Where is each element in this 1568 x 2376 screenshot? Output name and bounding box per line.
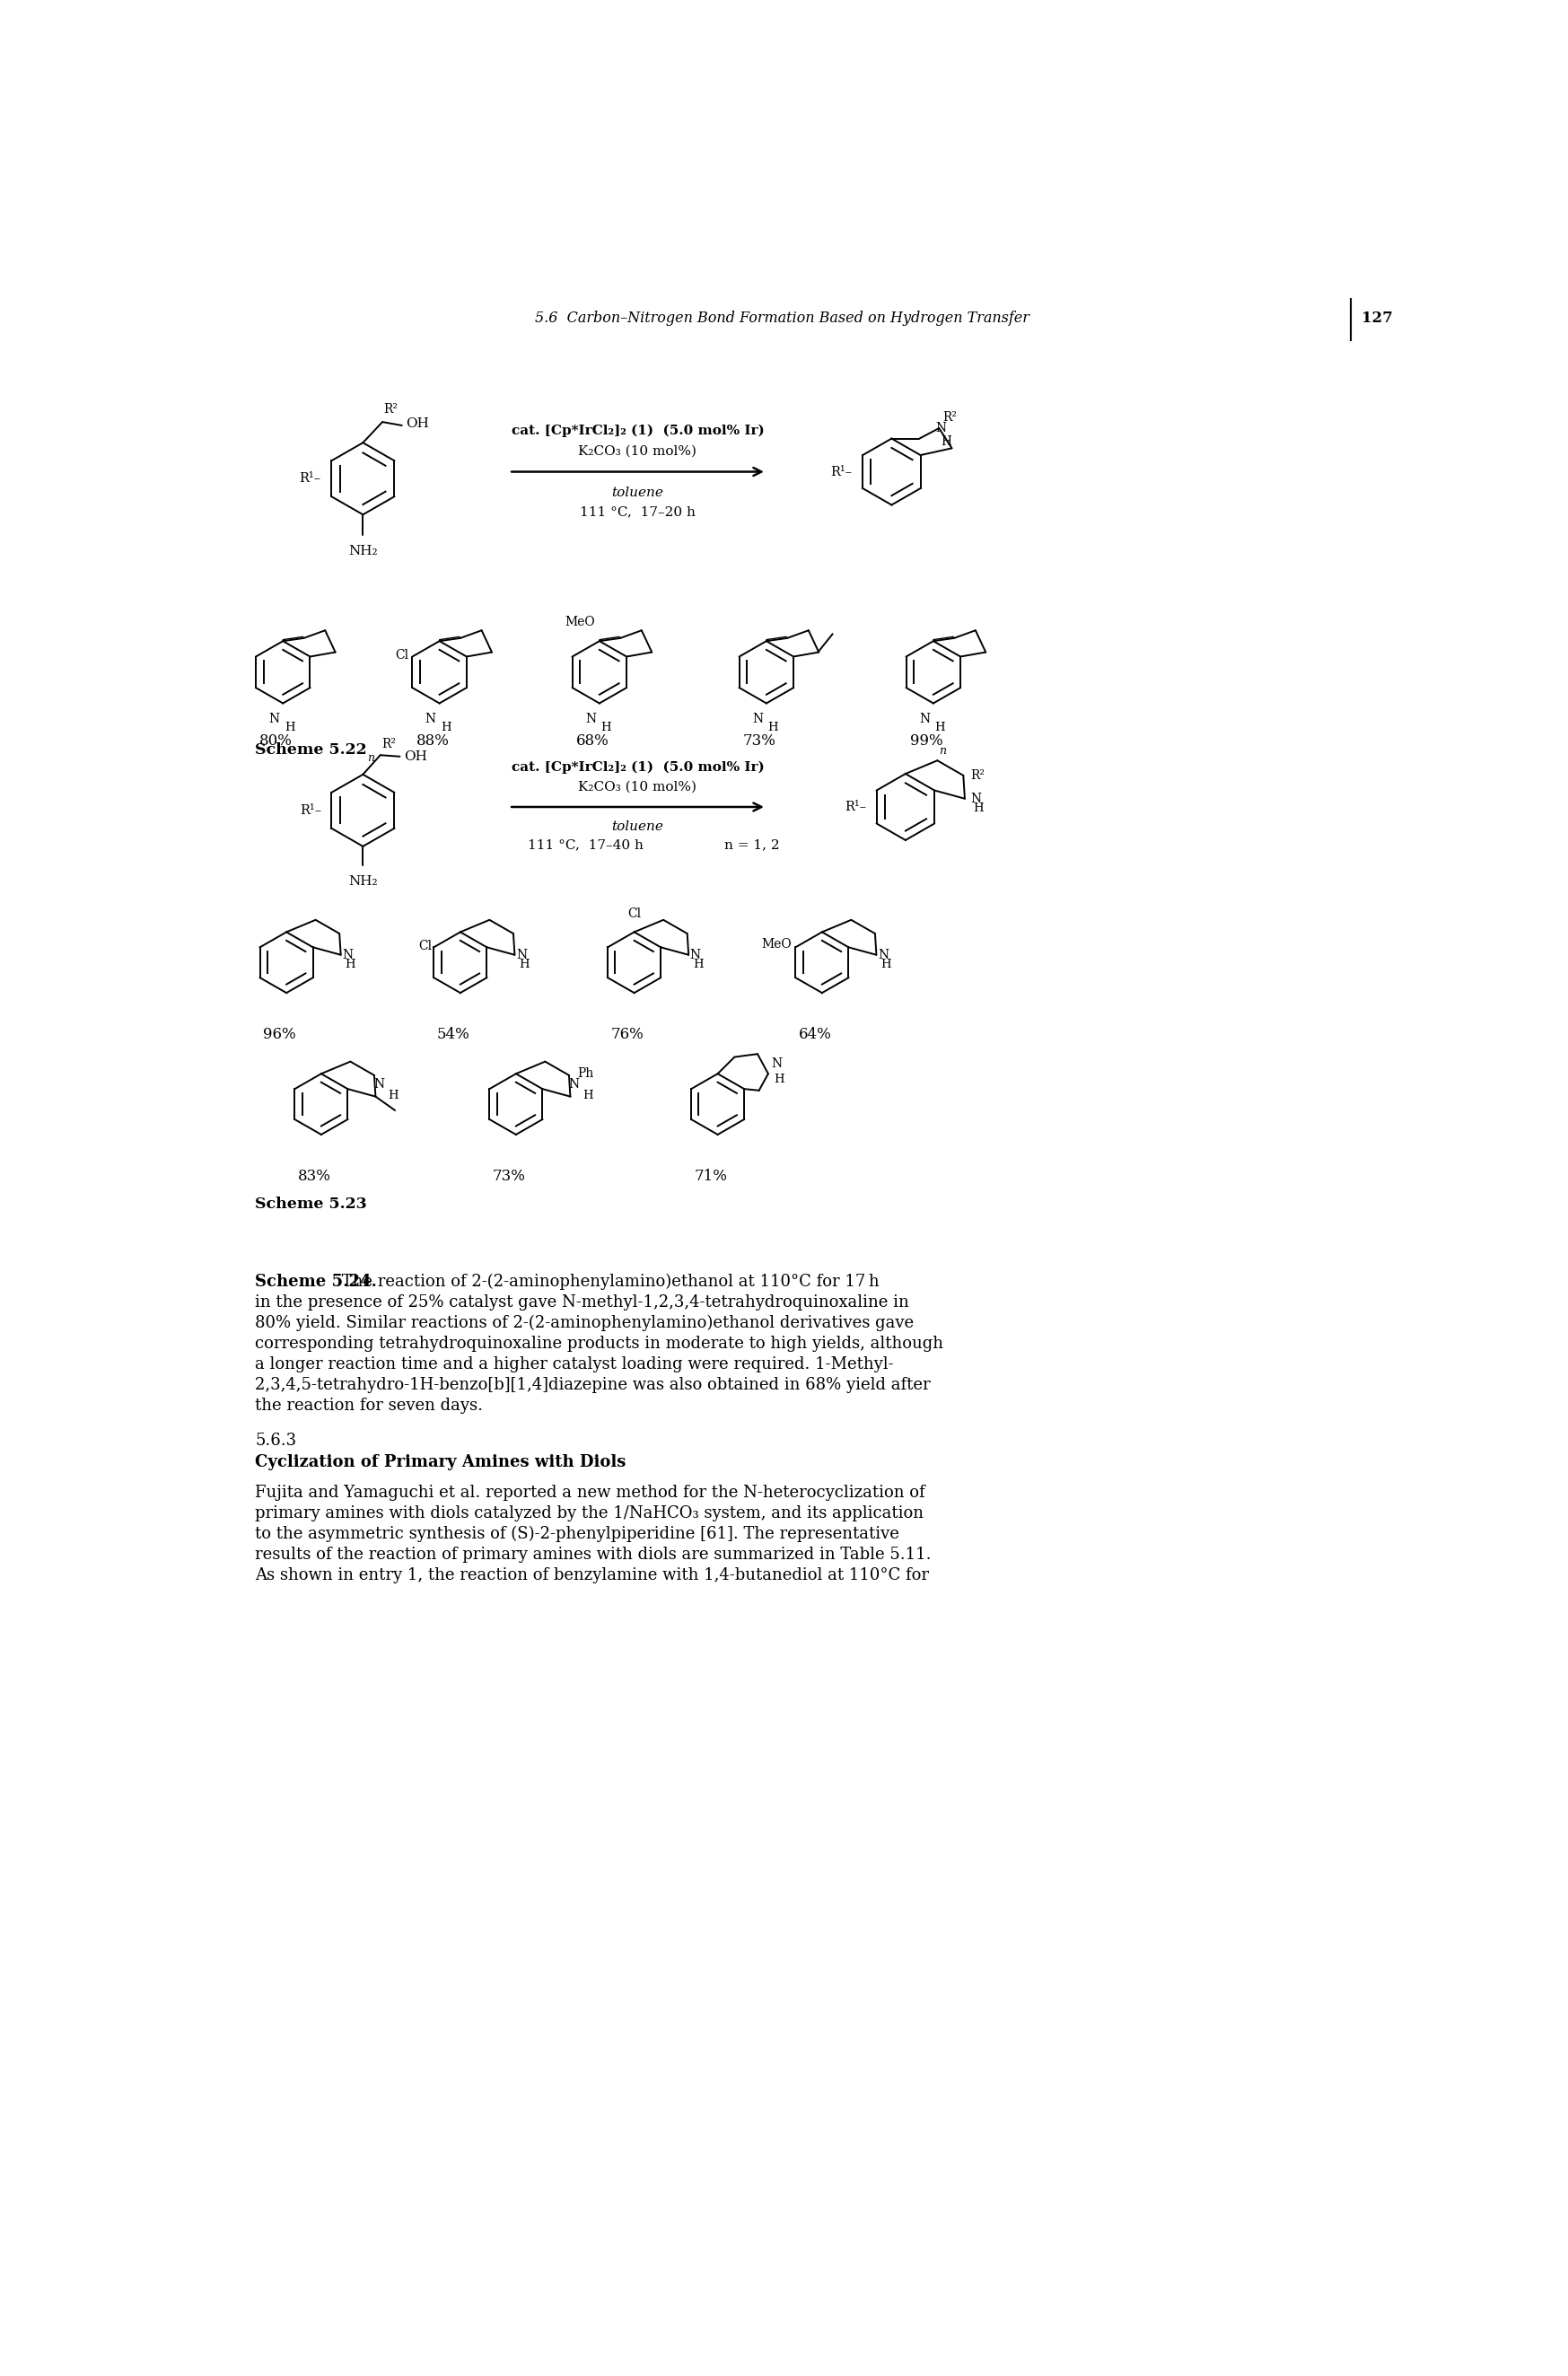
Text: K₂CO₃ (10 mol%): K₂CO₃ (10 mol%) bbox=[579, 444, 696, 456]
Text: N: N bbox=[753, 713, 764, 725]
Text: N: N bbox=[268, 713, 279, 725]
Text: primary amines with diols catalyzed by the 1/NaHCO₃ system, and its application: primary amines with diols catalyzed by t… bbox=[256, 1504, 924, 1521]
Text: H: H bbox=[284, 722, 295, 732]
Text: 76%: 76% bbox=[612, 1026, 644, 1043]
Text: K₂CO₃ (10 mol%): K₂CO₃ (10 mol%) bbox=[579, 782, 696, 794]
Text: H: H bbox=[601, 722, 612, 732]
Text: H: H bbox=[935, 722, 946, 732]
Text: Scheme 5.24.: Scheme 5.24. bbox=[256, 1274, 376, 1290]
Text: 54%: 54% bbox=[437, 1026, 470, 1043]
Text: Ph: Ph bbox=[577, 1067, 594, 1081]
Text: toluene: toluene bbox=[612, 820, 663, 834]
Text: OH: OH bbox=[405, 751, 426, 763]
Text: N: N bbox=[373, 1079, 384, 1091]
Text: n: n bbox=[367, 753, 375, 763]
Text: 73%: 73% bbox=[492, 1169, 525, 1183]
Text: 68%: 68% bbox=[575, 734, 608, 748]
Text: Cyclization of Primary Amines with Diols: Cyclization of Primary Amines with Diols bbox=[256, 1454, 626, 1471]
Text: MeO: MeO bbox=[762, 939, 792, 950]
Text: R²: R² bbox=[971, 770, 985, 782]
Text: to the asymmetric synthesis of (S)-2-phenylpiperidine [61]. The representative: to the asymmetric synthesis of (S)-2-phe… bbox=[256, 1525, 900, 1542]
Text: 64%: 64% bbox=[798, 1026, 831, 1043]
Text: 5.6.3: 5.6.3 bbox=[256, 1433, 296, 1449]
Text: 80% yield. Similar reactions of 2-(2-aminophenylamino)ethanol derivatives gave: 80% yield. Similar reactions of 2-(2-ami… bbox=[256, 1314, 914, 1331]
Text: H: H bbox=[881, 958, 891, 969]
Text: 2,3,4,5-tetrahydro-1H-benzo[b][1,4]diazepine was also obtained in 68% yield afte: 2,3,4,5-tetrahydro-1H-benzo[b][1,4]diaze… bbox=[256, 1378, 931, 1392]
Text: R¹–: R¹– bbox=[299, 803, 321, 817]
Text: Scheme 5.22: Scheme 5.22 bbox=[256, 741, 367, 758]
Text: H: H bbox=[775, 1074, 784, 1086]
Text: H: H bbox=[974, 803, 983, 815]
Text: Cl: Cl bbox=[419, 939, 433, 953]
Text: NH₂: NH₂ bbox=[348, 544, 378, 558]
Text: N: N bbox=[919, 713, 930, 725]
Text: H: H bbox=[345, 958, 356, 969]
Text: The reaction of 2-(2-aminophenylamino)ethanol at 110°C for 17 h: The reaction of 2-(2-aminophenylamino)et… bbox=[337, 1274, 880, 1290]
Text: 111 °C,  17–20 h: 111 °C, 17–20 h bbox=[580, 506, 696, 518]
Text: n = 1, 2: n = 1, 2 bbox=[724, 839, 779, 851]
Text: H: H bbox=[693, 958, 704, 969]
Text: cat. [Cp*IrCl₂]₂ (1)  (5.0 mol% Ir): cat. [Cp*IrCl₂]₂ (1) (5.0 mol% Ir) bbox=[511, 760, 764, 775]
Text: toluene: toluene bbox=[612, 487, 663, 499]
Text: n: n bbox=[939, 746, 947, 756]
Text: 88%: 88% bbox=[416, 734, 448, 748]
Text: Cl: Cl bbox=[395, 649, 409, 661]
Text: H: H bbox=[441, 722, 452, 732]
Text: 80%: 80% bbox=[259, 734, 293, 748]
Text: 5.6  Carbon–Nitrogen Bond Formation Based on Hydrogen Transfer: 5.6 Carbon–Nitrogen Bond Formation Based… bbox=[535, 311, 1029, 326]
Text: cat. [Cp*IrCl₂]₂ (1)  (5.0 mol% Ir): cat. [Cp*IrCl₂]₂ (1) (5.0 mol% Ir) bbox=[511, 423, 764, 437]
Text: N: N bbox=[425, 713, 436, 725]
Text: 83%: 83% bbox=[298, 1169, 331, 1183]
Text: corresponding tetrahydroquinoxaline products in moderate to high yields, althoug: corresponding tetrahydroquinoxaline prod… bbox=[256, 1335, 944, 1352]
Text: R²: R² bbox=[384, 404, 398, 416]
Text: R¹–: R¹– bbox=[831, 466, 853, 478]
Text: 127: 127 bbox=[1361, 311, 1392, 326]
Text: H: H bbox=[387, 1088, 398, 1100]
Text: 73%: 73% bbox=[743, 734, 776, 748]
Text: the reaction for seven days.: the reaction for seven days. bbox=[256, 1397, 483, 1414]
Text: H: H bbox=[941, 435, 952, 449]
Text: Scheme 5.23: Scheme 5.23 bbox=[256, 1198, 367, 1212]
Text: Fujita and Yamaguchi et al. reported a new method for the N-heterocyclization of: Fujita and Yamaguchi et al. reported a n… bbox=[256, 1485, 925, 1502]
Text: N: N bbox=[516, 948, 527, 962]
Text: H: H bbox=[583, 1088, 593, 1100]
Text: As shown in entry 1, the reaction of benzylamine with 1,4-butanediol at 110°C fo: As shown in entry 1, the reaction of ben… bbox=[256, 1568, 930, 1582]
Text: N: N bbox=[690, 948, 701, 962]
Text: N: N bbox=[585, 713, 596, 725]
Text: 96%: 96% bbox=[263, 1026, 296, 1043]
Text: 111 °C,  17–40 h: 111 °C, 17–40 h bbox=[528, 839, 643, 851]
Text: R²: R² bbox=[381, 739, 397, 751]
Text: N: N bbox=[971, 791, 982, 805]
Text: N: N bbox=[936, 423, 947, 435]
Text: R²: R² bbox=[942, 411, 956, 423]
Text: N: N bbox=[568, 1079, 579, 1091]
Text: NH₂: NH₂ bbox=[348, 874, 378, 889]
Text: N: N bbox=[342, 948, 353, 962]
Text: OH: OH bbox=[406, 418, 430, 430]
Text: a longer reaction time and a higher catalyst loading were required. 1-Methyl-: a longer reaction time and a higher cata… bbox=[256, 1357, 894, 1373]
Text: MeO: MeO bbox=[564, 615, 596, 630]
Text: N: N bbox=[771, 1057, 782, 1069]
Text: H: H bbox=[768, 722, 778, 732]
Text: R¹–: R¹– bbox=[845, 801, 867, 813]
Text: in the presence of 25% catalyst gave N-methyl-1,2,3,4-tetrahydroquinoxaline in: in the presence of 25% catalyst gave N-m… bbox=[256, 1295, 909, 1312]
Text: Cl: Cl bbox=[627, 908, 641, 920]
Text: R¹–: R¹– bbox=[299, 473, 321, 485]
Text: N: N bbox=[878, 948, 889, 962]
Text: 71%: 71% bbox=[695, 1169, 728, 1183]
Text: H: H bbox=[519, 958, 530, 969]
Text: results of the reaction of primary amines with diols are summarized in Table 5.1: results of the reaction of primary amine… bbox=[256, 1547, 931, 1563]
Text: 99%: 99% bbox=[909, 734, 942, 748]
